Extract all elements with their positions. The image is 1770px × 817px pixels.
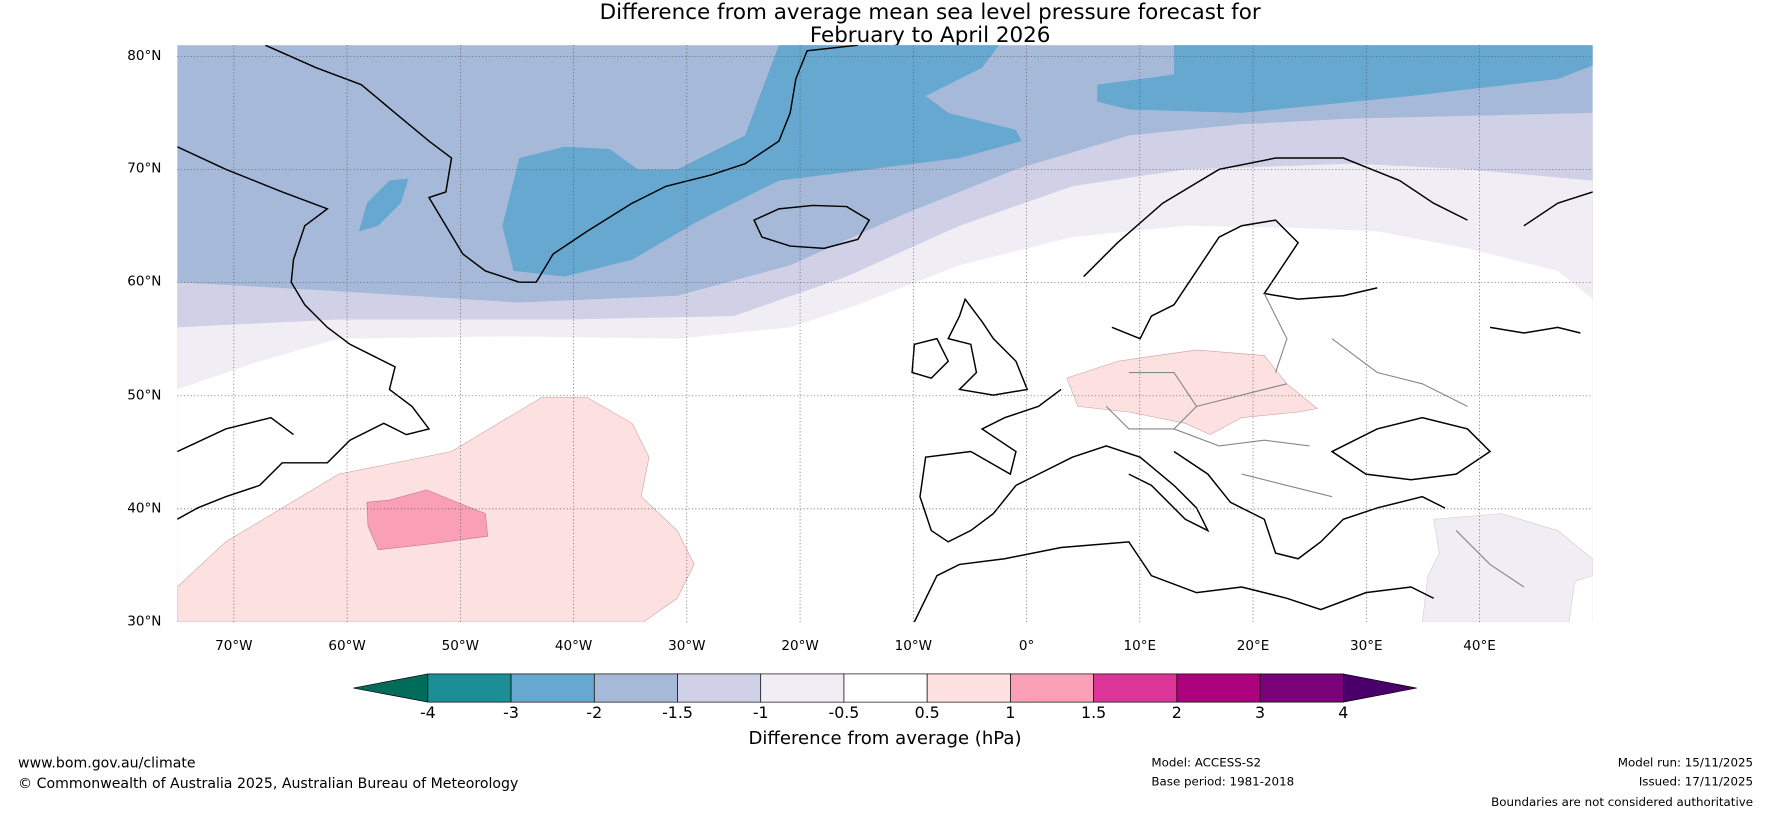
lat-tick-label: 40°N [127, 499, 162, 516]
colorbar-tick-label: 1.5 [1081, 704, 1107, 723]
colorbar-segment [760, 673, 845, 703]
lon-tick-label: 40°E [1463, 637, 1496, 654]
base-period: Base period: 1981-2018 [1151, 775, 1295, 790]
coastline-iceland [753, 204, 871, 250]
anomaly-high-europe [1066, 349, 1319, 435]
coastline-europe-west [919, 388, 1210, 543]
colorbar-segment [510, 673, 595, 703]
colorbar-segment [1093, 673, 1178, 703]
issued-date: Issued: 17/11/2025 [1638, 775, 1754, 790]
lon-tick-label: 70°W [215, 637, 253, 654]
anomaly-low-greenland [502, 45, 1022, 277]
chart-subtitle: February to April 2026 [809, 22, 1051, 48]
colorbar-segment [843, 673, 928, 703]
colorbar-tick-label: -3 [503, 704, 519, 723]
colorbar-tick-label: -4 [419, 704, 436, 723]
lat-tick-label: 60°N [127, 273, 162, 290]
coastline-africa [913, 541, 1434, 622]
anomaly-low-east-med [1422, 513, 1593, 622]
colorbar-tick-label: 2 [1171, 704, 1182, 723]
model-run: Model run: 15/11/2025 [1617, 756, 1754, 770]
coastlines [177, 45, 1593, 622]
lon-tick-label: 50°W [441, 637, 480, 654]
coastline-scandinavia [1083, 157, 1468, 340]
lat-tick-label: 30°N [127, 612, 162, 629]
lat-tick-label: 50°N [127, 386, 162, 403]
copyright: © Commonwealth of Australia 2025, Austra… [18, 774, 519, 792]
website-link[interactable]: www.bom.gov.au/climate [18, 754, 196, 771]
colorbar-over-arrow [1342, 673, 1417, 703]
country-borders [1105, 293, 1525, 588]
colorbar-segment [1259, 673, 1344, 703]
coastline-uk [911, 297, 1029, 396]
colorbar-tick-label: -2 [586, 704, 603, 723]
model-name: Model: ACCESS-S2 [1151, 756, 1262, 770]
lat-tick-label: 80°N [127, 47, 162, 64]
coastline-balkans [1173, 450, 1446, 560]
colorbar-tick-label: 1 [1005, 704, 1016, 723]
lon-tick-label: 10°W [894, 637, 933, 654]
colorbar [353, 673, 1417, 703]
lon-tick-label: 0° [1018, 637, 1035, 654]
colorbar-tick-label: 3 [1255, 704, 1266, 723]
colorbar-tick-label: 4 [1338, 704, 1349, 723]
coastline-black-sea [1330, 416, 1492, 481]
colorbar-segment [1176, 673, 1261, 703]
chart-title: Difference from average mean sea level p… [599, 0, 1261, 25]
coastline-north-america [177, 146, 431, 520]
colorbar-segment [593, 673, 678, 703]
lon-tick-label: 60°W [328, 637, 366, 654]
lon-tick-label: 20°E [1236, 637, 1270, 654]
lon-tick-label: 10°E [1123, 637, 1157, 654]
lon-tick-label: 30°W [668, 637, 706, 654]
lon-tick-label: 20°W [781, 637, 819, 654]
colorbar-segment [926, 673, 1011, 703]
colorbar-segment [427, 673, 512, 703]
colorbar-label: Difference from average (hPa) [748, 726, 1022, 749]
lon-tick-label: 30°E [1350, 637, 1383, 654]
colorbar-segment [1010, 673, 1094, 703]
anomaly-low-baffin [358, 178, 409, 232]
colorbar-tick-label: -1 [752, 704, 769, 723]
gridlines [177, 45, 1593, 622]
coastline-russia-arctic [1489, 191, 1593, 334]
lat-tick-label: 70°N [127, 160, 162, 177]
coastline-greenland [264, 45, 858, 283]
colorbar-under-arrow [353, 673, 429, 703]
anomaly-low-svalbard [1097, 45, 1593, 113]
disclaimer: Boundaries are not considered authoritat… [1491, 795, 1754, 810]
colorbar-tick-label: -1.5 [662, 704, 693, 723]
lon-tick-label: 40°W [554, 637, 593, 654]
anomaly-high-atlantic-core [366, 489, 488, 551]
colorbar-segment [677, 673, 762, 703]
colorbar-tick-label: -0.5 [828, 704, 860, 723]
colorbar-tick-label: 0.5 [914, 704, 940, 723]
